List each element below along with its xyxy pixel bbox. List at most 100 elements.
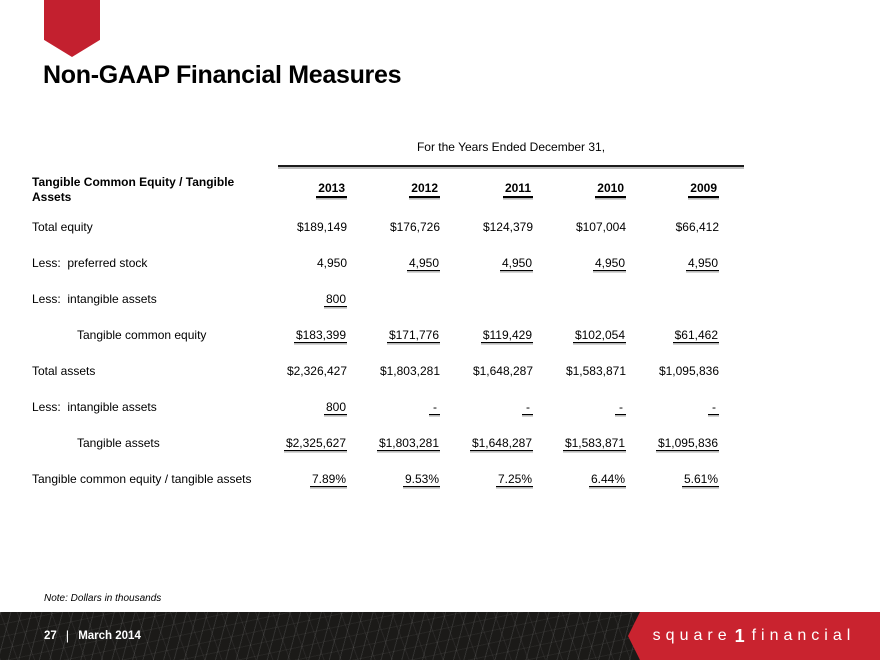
cell-value: 4,950	[685, 256, 719, 271]
cell-value: $2,325,627	[283, 436, 347, 451]
cell-value: $119,429	[480, 328, 533, 343]
value-cell: $102,054	[533, 328, 626, 343]
cell-value: 800	[323, 400, 347, 415]
value-cell: $107,004	[533, 220, 626, 234]
value-cell: $66,412	[626, 220, 719, 234]
cell-value: 7.25%	[495, 472, 533, 487]
table-span-header: For the Years Ended December 31,	[416, 140, 606, 154]
year-label: 2011	[502, 181, 533, 198]
cell-value: $1,803,281	[379, 364, 440, 378]
value-cell: $171,776	[347, 328, 440, 343]
year-label: 2012	[409, 181, 440, 198]
value-cell: $124,379	[440, 220, 533, 234]
footer-date: March 2014	[78, 630, 141, 642]
cell-value: 4,950	[592, 256, 626, 271]
value-cell: 4,950	[347, 256, 440, 271]
value-cell: $189,149	[254, 220, 347, 234]
cell-value: 7.89%	[309, 472, 347, 487]
value-cell: -	[347, 400, 440, 415]
footnote: Note: Dollars in thousands	[44, 593, 162, 604]
cell-value: $176,726	[389, 220, 440, 234]
value-cell: 800	[254, 400, 347, 415]
value-cell: 800	[254, 292, 347, 307]
table-row: Less: intangible assets 800 - - - -	[32, 400, 744, 436]
row-label: Total equity	[32, 220, 93, 234]
value-cell: $1,095,836	[626, 364, 719, 378]
year-label: 2010	[595, 181, 626, 198]
value-cell: 4,950	[626, 256, 719, 271]
value-cell: -	[533, 400, 626, 415]
cell-value: 6.44%	[588, 472, 626, 487]
cell-value: 800	[323, 292, 347, 307]
cell-value: 5.61%	[681, 472, 719, 487]
cell-value: 4,950	[499, 256, 533, 271]
value-cell: 7.25%	[440, 472, 533, 487]
bookmark-ribbon-icon	[44, 0, 100, 57]
cell-value: $1,583,871	[565, 364, 626, 378]
value-cell: $1,803,281	[347, 364, 440, 378]
footer-separator: |	[65, 627, 70, 643]
cell-value: $189,149	[296, 220, 347, 234]
table-header-rule	[278, 165, 744, 167]
logo-banner: square 1 financial	[628, 612, 880, 660]
row-label: Less: preferred stock	[32, 256, 148, 270]
cell-value: -	[522, 400, 533, 415]
table-row: Total assets $2,326,427 $1,803,281 $1,648,2…	[32, 364, 744, 400]
cell-value: $107,004	[575, 220, 626, 234]
value-cell: 7.89%	[254, 472, 347, 487]
value-cell: 9.53%	[347, 472, 440, 487]
value-cell: $1,648,287	[440, 436, 533, 451]
table-row: Tangible assets $2,325,627 $1,803,281 $1,64…	[32, 436, 744, 472]
table-row: Tangible common equity $183,399 $171,776 $1…	[32, 328, 744, 364]
value-cell: $1,803,281	[347, 436, 440, 451]
row-label: Tangible common equity	[77, 328, 207, 342]
table-row: Less: intangible assets 800	[32, 292, 744, 328]
footer-bar: 27 | March 2014 square 1 financial	[0, 612, 880, 660]
cell-value: 4,950	[406, 256, 440, 271]
value-cell: $2,325,627	[254, 436, 347, 451]
row-label: Total assets	[32, 364, 96, 378]
value-cell: -	[440, 400, 533, 415]
value-cell: $1,583,871	[533, 364, 626, 378]
value-cell: 6.44%	[533, 472, 626, 487]
cell-value: $171,776	[386, 328, 440, 343]
logo-word-square: square	[652, 627, 732, 644]
year-header-2013: 2013	[254, 175, 347, 198]
value-cell: $119,429	[440, 328, 533, 343]
row-label: Less: intangible assets	[32, 400, 157, 414]
value-cell: $1,583,871	[533, 436, 626, 451]
cell-value: $61,462	[672, 328, 719, 343]
table-row: Tangible common equity / tangible assets…	[32, 472, 744, 508]
year-header-2011: 2011	[440, 175, 533, 198]
table-row: Less: preferred stock 4,950 4,950 4,950 4,95…	[32, 256, 744, 292]
cell-value: $1,095,836	[658, 364, 719, 378]
value-cell: $61,462	[626, 328, 719, 343]
cell-value: $2,326,427	[286, 364, 347, 378]
cell-value: 9.53%	[402, 472, 440, 487]
cell-value: $1,583,871	[562, 436, 626, 451]
year-header-2012: 2012	[347, 175, 440, 198]
slide-title: Non-GAAP Financial Measures	[43, 61, 402, 89]
value-cell: $1,095,836	[626, 436, 719, 451]
cell-value: $124,379	[482, 220, 533, 234]
year-label: 2013	[316, 181, 347, 198]
value-cell: 4,950	[440, 256, 533, 271]
cell-value: $1,648,287	[472, 364, 533, 378]
table-row-header: Tangible Common Equity / Tangible Assets	[32, 175, 235, 204]
footer-page-info: 27 | March 2014	[44, 612, 141, 660]
cell-value: 4,950	[316, 256, 347, 270]
row-label: Less: intangible assets	[32, 292, 157, 306]
year-header-2010: 2010	[533, 175, 626, 198]
value-cell: 5.61%	[626, 472, 719, 487]
cell-value: $1,648,287	[469, 436, 533, 451]
financial-table: For the Years Ended December 31, Tangibl…	[32, 138, 744, 510]
table-body: Total equity $189,149 $176,726 $124,379 $107…	[32, 220, 744, 508]
value-cell: $1,648,287	[440, 364, 533, 378]
year-label: 2009	[688, 181, 719, 198]
cell-value: $1,803,281	[376, 436, 440, 451]
cell-value: $66,412	[675, 220, 719, 234]
cell-value: $102,054	[572, 328, 626, 343]
cell-value: -	[429, 400, 440, 415]
value-cell: -	[626, 400, 719, 415]
